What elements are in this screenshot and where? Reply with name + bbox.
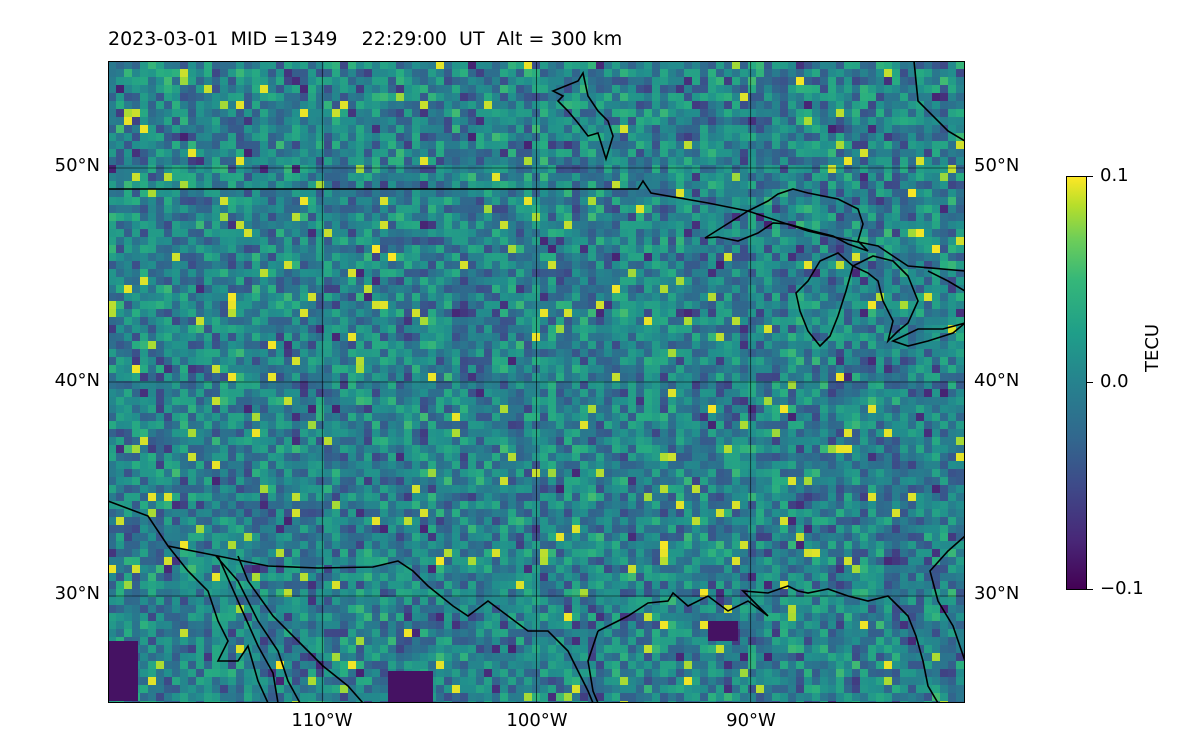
colorbar-title: TECU: [1142, 323, 1163, 372]
map-overlay: [108, 61, 965, 703]
lon-label-100w: 100°W: [506, 710, 568, 731]
baja-california: [215, 555, 301, 703]
colorbar-tick-mid: [1087, 382, 1093, 383]
texas-coast: [587, 630, 599, 703]
lat-label-30-right: 30°N: [974, 583, 1020, 604]
map-title: 2023-03-01 MID =1349 22:29:00 UT Alt = 3…: [108, 28, 622, 50]
lake-huron: [851, 255, 919, 344]
colorbar-label-min: −0.1: [1100, 578, 1144, 599]
colorbar-tick-top: [1087, 176, 1093, 177]
graticule: [108, 61, 965, 703]
us-mexico-border: [108, 500, 594, 703]
title-time: 22:29:00 UT: [361, 28, 485, 50]
lake-superior: [704, 188, 869, 252]
lat-label-40-left: 40°N: [54, 370, 100, 391]
lake-erie: [890, 322, 965, 347]
tec-map: [108, 61, 965, 703]
lat-label-50-left: 50°N: [54, 155, 100, 176]
lat-label-40-right: 40°N: [974, 370, 1020, 391]
lon-label-110w: 110°W: [291, 710, 353, 731]
coastlines: [108, 61, 965, 703]
lake-ontario: [927, 270, 965, 292]
title-altitude: Alt = 300 km: [496, 28, 623, 50]
colorbar-tick-bottom: [1087, 589, 1093, 590]
lat-label-30-left: 30°N: [54, 583, 100, 604]
colorbar: [1066, 176, 1087, 590]
gulf-of-california: [237, 555, 364, 703]
lon-label-90w: 90°W: [726, 710, 776, 731]
hudson-bay-coast: [551, 70, 614, 162]
title-mid: MID =1349: [230, 28, 338, 50]
mexico-mainland-coast: [167, 545, 269, 703]
mexico-interior-coast: [217, 555, 279, 703]
lake-michigan: [795, 252, 854, 348]
colorbar-label-zero: 0.0: [1100, 371, 1129, 392]
east-coast: [913, 61, 965, 142]
lat-label-50-right: 50°N: [974, 155, 1020, 176]
florida-coast: [929, 535, 965, 662]
title-date: 2023-03-01: [108, 28, 219, 50]
gulf-coast: [597, 585, 939, 703]
colorbar-label-max: 0.1: [1100, 165, 1129, 186]
